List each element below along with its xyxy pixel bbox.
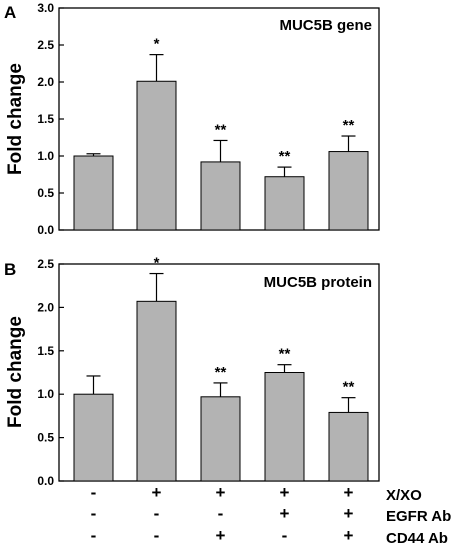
panel-b-significance-mark: ** xyxy=(279,346,291,363)
condition-sign: + xyxy=(280,483,290,502)
panel-a-bar xyxy=(73,155,114,231)
panel-a-significance-mark: * xyxy=(154,36,160,53)
panel-b-significance-mark: * xyxy=(154,255,160,272)
condition-sign: - xyxy=(218,504,224,523)
condition-sign: - xyxy=(91,526,97,545)
condition-sign: + xyxy=(280,504,290,523)
condition-sign: + xyxy=(152,483,162,502)
panel-a-letter: A xyxy=(4,3,16,22)
panel-b-bar xyxy=(264,372,305,482)
panel-a-y-tick-label: 2.0 xyxy=(37,75,54,89)
panel-a-y-tick-label: 0.0 xyxy=(37,223,54,237)
panel-b-y-tick-label: 1.0 xyxy=(37,387,54,401)
panel-a-y-axis-label: Fold change xyxy=(5,63,26,175)
panel-b-bar xyxy=(136,300,177,482)
condition-row-label: X/XO xyxy=(386,487,422,504)
condition-sign: + xyxy=(216,526,226,545)
panel-a-title: MUC5B gene xyxy=(279,17,372,34)
panel-a-significance-mark: ** xyxy=(279,148,291,165)
panel-b-significance-mark: ** xyxy=(215,364,227,381)
condition-row-label: CD44 Ab xyxy=(386,530,448,547)
panel-a-bar xyxy=(136,80,177,231)
panel-b-y-tick-label: 2.5 xyxy=(37,257,54,271)
condition-sign: - xyxy=(154,526,160,545)
condition-sign: + xyxy=(344,483,354,502)
panel-a-significance-mark: ** xyxy=(215,121,227,138)
panel-a-y-tick-label: 2.5 xyxy=(37,38,54,52)
condition-sign: + xyxy=(344,526,354,545)
panel-b-y-tick-label: 2.0 xyxy=(37,300,54,314)
panel-a-bar xyxy=(200,161,241,231)
condition-row-label: EGFR Ab xyxy=(386,508,451,525)
condition-sign: - xyxy=(91,504,97,523)
panel-b-letter: B xyxy=(4,260,16,279)
panel-b-bar xyxy=(328,411,369,482)
panel-a-bar xyxy=(264,176,305,231)
panel-b-title: MUC5B protein xyxy=(264,274,372,291)
condition-sign: + xyxy=(216,483,226,502)
panel-b-bar xyxy=(73,393,114,482)
panel-b-y-tick-label: 0.5 xyxy=(37,431,54,445)
panel-b-y-tick-label: 0.0 xyxy=(37,474,54,488)
condition-sign: + xyxy=(344,504,354,523)
panel-a-y-tick-label: 1.5 xyxy=(37,112,54,126)
condition-sign: - xyxy=(91,483,97,502)
panel-a-bar xyxy=(328,151,369,231)
panel-a-y-tick-label: 3.0 xyxy=(37,1,54,15)
panel-b-significance-mark: ** xyxy=(343,379,355,396)
panel-a-y-tick-label: 1.0 xyxy=(37,149,54,163)
panel-b-y-tick-label: 1.5 xyxy=(37,344,54,358)
condition-sign: - xyxy=(154,504,160,523)
condition-sign: - xyxy=(282,526,288,545)
panel-b-y-axis-label: Fold change xyxy=(5,316,26,428)
panel-a-y-tick-label: 0.5 xyxy=(37,186,54,200)
panel-a-significance-mark: ** xyxy=(343,117,355,134)
panel-b-bar xyxy=(200,396,241,482)
